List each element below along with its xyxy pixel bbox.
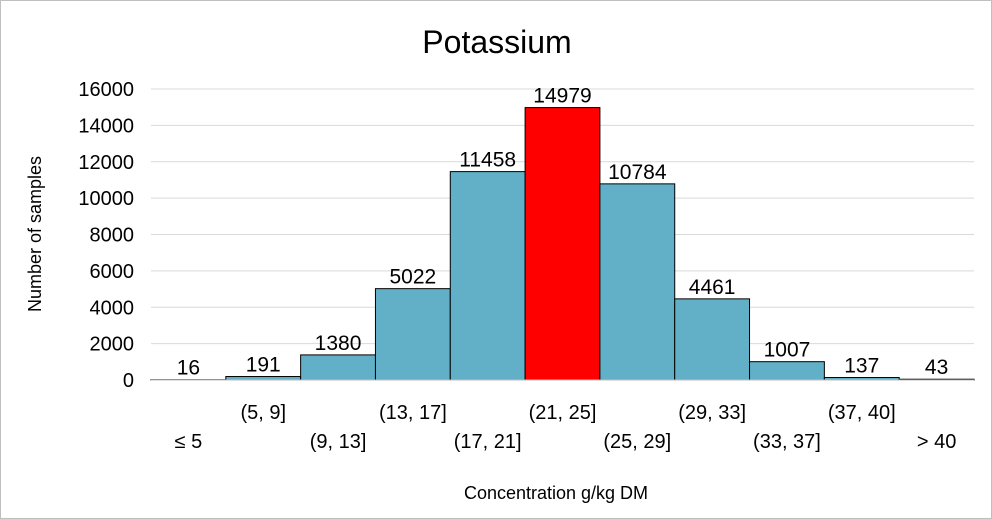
x-tick-label: (5, 9]: [240, 402, 286, 424]
x-tick-label: (9, 13]: [310, 431, 367, 453]
y-tick-label: 8000: [90, 225, 135, 247]
data-label: 4461: [689, 276, 736, 299]
bar: [749, 361, 825, 381]
y-tick-label: 12000: [78, 152, 134, 174]
data-label: 43: [925, 356, 948, 379]
bar: [300, 354, 376, 381]
y-tick-label: 10000: [78, 188, 134, 210]
x-tick-label: (25, 29]: [603, 431, 671, 453]
bar: [599, 183, 676, 381]
bar: [524, 107, 601, 381]
data-label: 5022: [390, 266, 437, 289]
y-tick-label: 0: [123, 370, 134, 392]
x-tick-label: (29, 33]: [678, 402, 746, 424]
y-tick-label: 2000: [90, 334, 135, 356]
data-label: 1007: [764, 339, 811, 362]
y-tick-labels: 0 2000 4000 6000 8000 10000 12000 14000 16000: [78, 79, 134, 392]
data-label: 16: [177, 357, 200, 380]
bar: [449, 171, 526, 381]
x-tick-label: (33, 37]: [753, 431, 821, 453]
bar: [674, 298, 751, 381]
chart-title: Potassium: [422, 24, 571, 60]
y-tick-label: 16000: [78, 79, 134, 101]
x-tick-label: (17, 21]: [454, 431, 522, 453]
y-tick-label: 4000: [90, 297, 135, 319]
bars: [150, 107, 975, 381]
x-tick-label: (37, 40]: [828, 402, 896, 424]
x-tick-labels: ≤ 5 (5, 9] (9, 13] (13, 17] (17, 21] (21, 25]…: [175, 402, 957, 453]
data-label: 10784: [608, 161, 667, 184]
x-tick-label: ≤ 5: [175, 431, 203, 453]
data-label: 11458: [459, 149, 516, 172]
data-label: 137: [844, 355, 879, 378]
y-tick-label: 6000: [90, 261, 135, 283]
x-axis-label: Concentration g/kg DM: [464, 483, 648, 503]
x-tick-label: > 40: [917, 431, 956, 453]
bar: [374, 288, 451, 381]
data-label: 1380: [315, 332, 362, 355]
bar: [225, 376, 302, 381]
data-labels: 16 191 1380 5022 11458 14979 10784 4461 1007 137 4…: [177, 85, 949, 380]
data-label: 14979: [533, 85, 591, 108]
y-axis-label: Number of samples: [25, 156, 45, 312]
x-tick-label: (13, 17]: [379, 402, 447, 424]
data-label: 191: [246, 354, 281, 377]
y-tick-label: 14000: [78, 115, 134, 137]
x-tick-label: (21, 25]: [529, 402, 597, 424]
